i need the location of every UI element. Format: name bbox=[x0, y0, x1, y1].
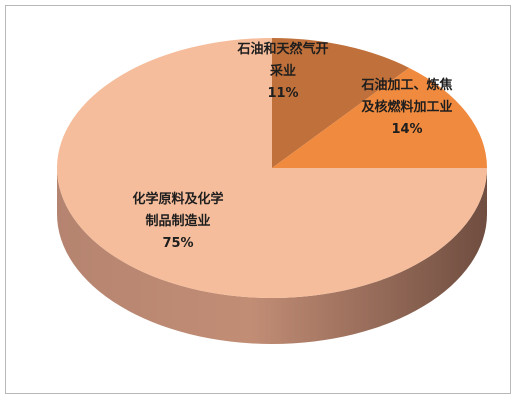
pie-side bbox=[57, 168, 487, 344]
slice-label: 石油和天然气开采业 11% bbox=[237, 39, 329, 105]
chart-frame bbox=[5, 5, 511, 394]
category-label: 石油加工、炼焦及核燃料加工业 bbox=[361, 78, 453, 115]
value-label: 75% bbox=[162, 236, 194, 251]
slice-label: 化学原料及化学制品制造业 75% bbox=[132, 189, 224, 255]
category-label: 化学原料及化学制品制造业 bbox=[132, 192, 224, 229]
pie-slice bbox=[57, 38, 487, 298]
value-label: 14% bbox=[391, 122, 423, 137]
pie-slice bbox=[272, 67, 487, 168]
pie-slice bbox=[272, 38, 410, 168]
category-label: 石油和天然气开采业 bbox=[237, 42, 329, 79]
slice-label: 石油加工、炼焦及核燃料加工业 14% bbox=[361, 75, 453, 141]
value-label: 11% bbox=[267, 86, 299, 101]
